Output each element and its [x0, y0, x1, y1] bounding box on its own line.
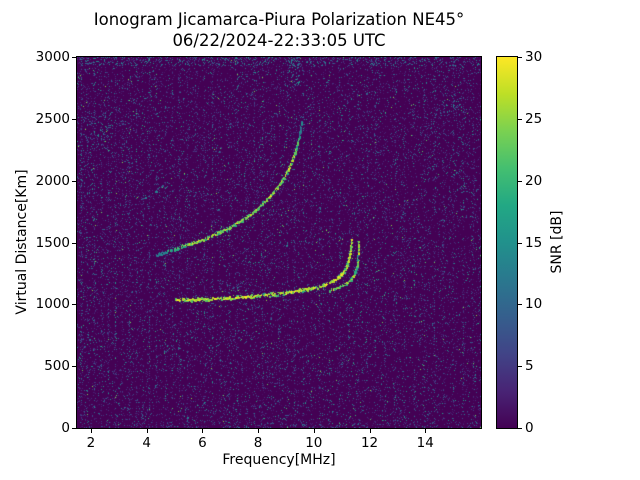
plot-subtitle-timestamp: 06/22/2024-22:33:05 UTC	[172, 31, 386, 50]
colorbar-tick-mark	[518, 304, 522, 306]
plot-title: Ionogram Jicamarca-Piura Polarization NE…	[93, 10, 465, 29]
plot-frame	[76, 56, 482, 429]
colorbar-frame	[496, 56, 518, 429]
colorbar-gradient	[497, 57, 517, 428]
x-tick-mark	[90, 429, 92, 433]
x-tick-label: 4	[142, 435, 151, 451]
colorbar-tick-label: 15	[525, 234, 543, 251]
x-tick-mark	[313, 429, 315, 433]
x-tick-label: 12	[360, 435, 379, 451]
y-tick-label: 1500	[35, 234, 70, 251]
y-tick-mark	[72, 428, 76, 429]
y-tick-mark	[72, 242, 76, 244]
x-tick-mark	[258, 429, 260, 433]
colorbar-tick-mark	[518, 366, 522, 368]
y-axis-label: Virtual Distance[Km]	[14, 169, 30, 315]
x-tick-mark	[425, 429, 427, 433]
x-tick-mark	[146, 429, 148, 433]
y-tick-label: 500	[44, 358, 70, 375]
x-tick-label: 2	[86, 435, 96, 451]
y-tick-label: 3000	[35, 49, 70, 65]
x-tick-label: 10	[305, 435, 323, 451]
y-tick-label: 0	[61, 420, 70, 436]
x-axis-label: Frequency[MHz]	[222, 452, 336, 468]
colorbar-tick-mark	[518, 118, 522, 120]
ionogram-canvas	[77, 57, 481, 428]
y-tick-label: 2500	[35, 110, 70, 127]
colorbar-tick-mark	[518, 242, 522, 244]
colorbar-tick-label: 0	[525, 420, 534, 436]
y-tick-mark	[72, 366, 76, 368]
y-tick-mark	[72, 57, 76, 58]
colorbar-tick-label: 25	[525, 110, 543, 127]
y-tick-mark	[72, 118, 76, 120]
y-tick-label: 1000	[35, 296, 70, 313]
colorbar-label: SNR [dB]	[549, 210, 565, 274]
colorbar-tick-mark	[518, 57, 522, 58]
x-tick-label: 8	[253, 435, 263, 451]
y-tick-label: 2000	[35, 172, 70, 189]
y-tick-mark	[72, 180, 76, 182]
x-tick-mark	[369, 429, 371, 433]
colorbar-tick-mark	[518, 180, 522, 182]
colorbar-tick-label: 30	[525, 49, 543, 65]
x-tick-label: 14	[416, 435, 434, 451]
x-tick-mark	[202, 429, 204, 433]
y-tick-mark	[72, 304, 76, 306]
colorbar-tick-label: 20	[525, 172, 543, 189]
colorbar-tick-label: 10	[525, 296, 543, 313]
colorbar-tick-mark	[518, 428, 522, 429]
x-tick-label: 6	[198, 435, 207, 451]
colorbar-tick-label: 5	[525, 358, 534, 375]
